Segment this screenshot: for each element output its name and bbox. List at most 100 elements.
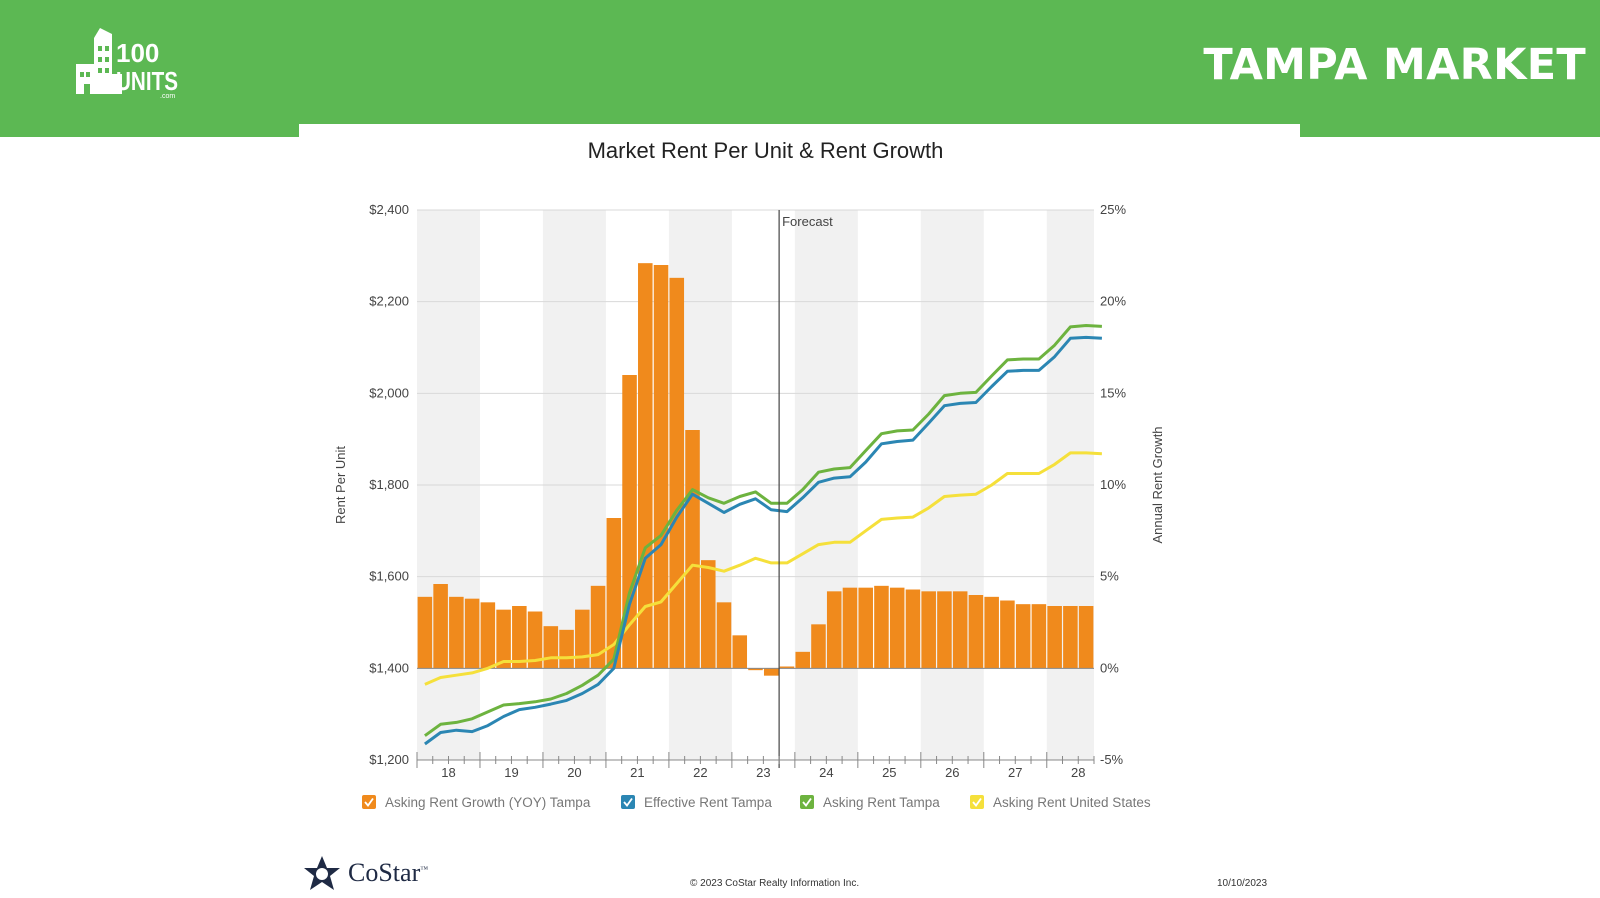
costar-trademark: ™ xyxy=(420,864,429,874)
growth-bar xyxy=(826,591,842,669)
check-icon xyxy=(364,797,374,807)
growth-bar xyxy=(543,626,559,669)
rent-chart: Forecast $1,200$1,400$1,600$1,800$2,000$… xyxy=(333,202,1165,810)
growth-bar xyxy=(496,609,511,669)
costar-brand-text: CoStar xyxy=(348,858,421,887)
right-tick-label: 20% xyxy=(1100,294,1126,309)
x-tick-label: 22 xyxy=(693,765,707,780)
growth-bar xyxy=(685,430,700,669)
series-line-3 xyxy=(424,451,1102,686)
growth-bar xyxy=(921,591,936,669)
right-tick-label: 25% xyxy=(1100,202,1126,217)
x-tick-label: 19 xyxy=(504,765,518,780)
brand-top: 100 xyxy=(116,38,159,68)
growth-bar xyxy=(811,624,826,669)
growth-bar xyxy=(763,668,779,676)
x-axis-ticks: 18 19 20 21 22 23 24 25 26 27 28 xyxy=(416,752,1095,780)
copyright-text: © 2023 CoStar Realty Information Inc. xyxy=(690,878,860,889)
legend-swatch xyxy=(362,795,376,809)
brand-suffix: .com xyxy=(160,93,175,100)
growth-bar xyxy=(527,611,543,669)
growth-bar xyxy=(606,518,622,669)
growth-bar xyxy=(464,598,480,669)
left-tick-label: $1,200 xyxy=(369,752,409,767)
growth-bar xyxy=(449,596,464,669)
growth-bar xyxy=(1015,604,1031,669)
series-line-2 xyxy=(424,324,1102,737)
legend-label: Asking Rent Growth (YOY) Tampa xyxy=(385,795,591,810)
right-tick-label: 10% xyxy=(1100,477,1126,492)
legend-label: Effective Rent Tampa xyxy=(644,795,772,810)
check-icon xyxy=(972,797,982,807)
left-tick-label: $1,400 xyxy=(369,660,409,675)
left-tick-label: $2,000 xyxy=(369,385,409,400)
left-axis-ticks: $1,200 $1,400 $1,600 $1,800 $2,000 $2,200 $2,4… xyxy=(369,202,409,767)
growth-bar xyxy=(842,587,858,669)
growth-bar xyxy=(874,585,889,669)
report-date: 10/10/2023 xyxy=(1217,878,1268,889)
legend-label: Asking Rent United States xyxy=(993,795,1151,810)
chart-legend: Asking Rent Growth (YOY) Tampa Effective … xyxy=(362,795,1151,810)
page-title: TAMPA MARKET xyxy=(1203,40,1586,90)
x-tick-label: 24 xyxy=(819,765,833,780)
brand-bottom: UNITS xyxy=(116,66,178,96)
check-icon xyxy=(623,797,633,807)
legend-swatch xyxy=(970,795,984,809)
growth-bar xyxy=(716,602,732,669)
growth-bar xyxy=(748,668,763,671)
growth-bar xyxy=(575,609,590,669)
series-line-1 xyxy=(424,335,1102,746)
growth-bar xyxy=(433,584,448,669)
right-tick-label: 15% xyxy=(1100,385,1126,400)
x-tick-label: 27 xyxy=(1008,765,1022,780)
x-tick-label: 23 xyxy=(756,765,770,780)
growth-bar xyxy=(1078,606,1094,669)
growth-bar xyxy=(590,585,606,669)
growth-bars xyxy=(417,263,1094,676)
legend-swatch xyxy=(621,795,635,809)
growth-bar xyxy=(905,589,921,669)
growth-bar xyxy=(669,277,685,669)
left-tick-label: $1,800 xyxy=(369,477,409,492)
growth-bar xyxy=(952,591,968,669)
right-tick-label: 0% xyxy=(1100,660,1119,675)
growth-bar xyxy=(1000,600,1015,669)
x-tick-label: 20 xyxy=(567,765,581,780)
chart-title: Market Rent Per Unit & Rent Growth xyxy=(587,138,944,163)
forecast-label: Forecast xyxy=(782,214,833,229)
legend-swatch xyxy=(800,795,814,809)
brand-logo: 100 UNITS .com xyxy=(76,28,178,100)
growth-bar xyxy=(700,560,716,669)
growth-bar xyxy=(795,651,811,669)
left-axis-label: Rent Per Unit xyxy=(333,446,348,524)
x-tick-label: 26 xyxy=(945,765,959,780)
growth-bar xyxy=(937,591,952,669)
costar-brand: CoStar™ xyxy=(348,858,428,888)
building-icon xyxy=(76,28,122,94)
growth-bar xyxy=(984,596,999,669)
growth-bar xyxy=(1063,606,1078,669)
right-tick-label: -5% xyxy=(1100,752,1124,767)
rent-lines xyxy=(424,324,1102,746)
growth-bar xyxy=(779,666,795,669)
growth-bar xyxy=(512,606,527,669)
growth-bar xyxy=(480,602,496,669)
left-tick-label: $2,400 xyxy=(369,202,409,217)
x-tick-label: 25 xyxy=(882,765,896,780)
growth-bar xyxy=(1047,606,1062,669)
x-tick-label: 21 xyxy=(630,765,644,780)
growth-bar xyxy=(968,595,984,669)
legend-label: Asking Rent Tampa xyxy=(823,795,940,810)
growth-bar xyxy=(1031,604,1047,669)
growth-bar xyxy=(889,587,905,669)
header-bar xyxy=(0,0,1600,137)
right-axis-label: Annual Rent Growth xyxy=(1150,426,1165,543)
left-tick-label: $1,600 xyxy=(369,569,409,584)
growth-bar xyxy=(559,629,574,669)
growth-bar xyxy=(732,635,748,669)
growth-bar xyxy=(417,596,433,669)
costar-star-icon xyxy=(304,856,340,890)
right-tick-label: 5% xyxy=(1100,569,1119,584)
right-axis-ticks: -5% 0% 5% 10% 15% 20% 25% xyxy=(1100,202,1126,767)
left-tick-label: $2,200 xyxy=(369,294,409,309)
